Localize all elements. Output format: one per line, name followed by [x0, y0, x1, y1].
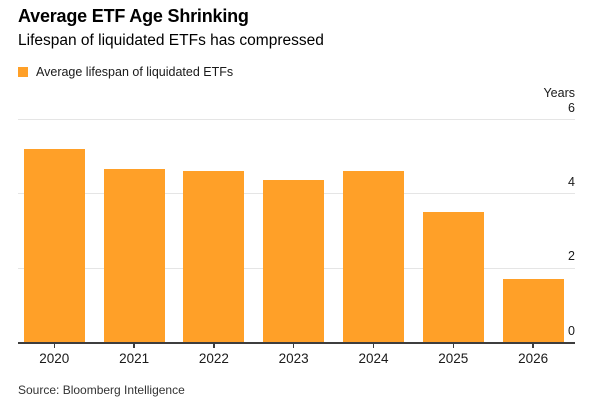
y-axis-unit-label: Years [543, 86, 575, 100]
bar-2026 [502, 278, 564, 342]
x-tick-label: 2025 [438, 351, 469, 366]
x-tick-label: 2023 [278, 351, 309, 366]
chart-title: Average ETF Age Shrinking [18, 6, 249, 26]
y-tick-label: 6 [568, 100, 575, 115]
x-tick [292, 344, 295, 348]
legend: Average lifespan of liquidated ETFs [18, 65, 233, 79]
bar-2025 [422, 211, 484, 342]
chart-subtitle: Lifespan of liquidated ETFs has compress… [18, 32, 324, 49]
y-tick-label: 2 [568, 249, 575, 264]
y-tick-label: 4 [568, 174, 575, 189]
legend-swatch-icon [18, 67, 28, 77]
bar-2023 [263, 180, 325, 342]
x-tick [372, 344, 375, 348]
x-tick [213, 344, 215, 348]
x-tick-label: 2020 [39, 351, 70, 366]
bar-2021 [103, 169, 165, 342]
x-tick [53, 344, 56, 348]
legend-label: Average lifespan of liquidated ETFs [36, 65, 234, 79]
bar-2022 [183, 171, 245, 342]
x-tick-label: 2024 [358, 351, 389, 366]
x-tick-label: 2026 [518, 351, 549, 366]
bar-2020 [23, 148, 85, 342]
x-tick [452, 344, 455, 348]
x-tick [133, 344, 135, 348]
bar-2024 [343, 171, 404, 342]
plot-area: 6 4 2 0 [18, 101, 575, 344]
x-tick [532, 344, 534, 348]
y-tick-label: 0 [568, 323, 575, 338]
x-tick-label: 2021 [119, 351, 150, 366]
x-tick-label: 2022 [198, 351, 229, 366]
gridline [18, 119, 575, 120]
source-note: Source: Bloomberg Intelligence [18, 383, 185, 397]
x-axis: 2020 2021 2022 2023 2024 2025 2026 [18, 344, 575, 384]
